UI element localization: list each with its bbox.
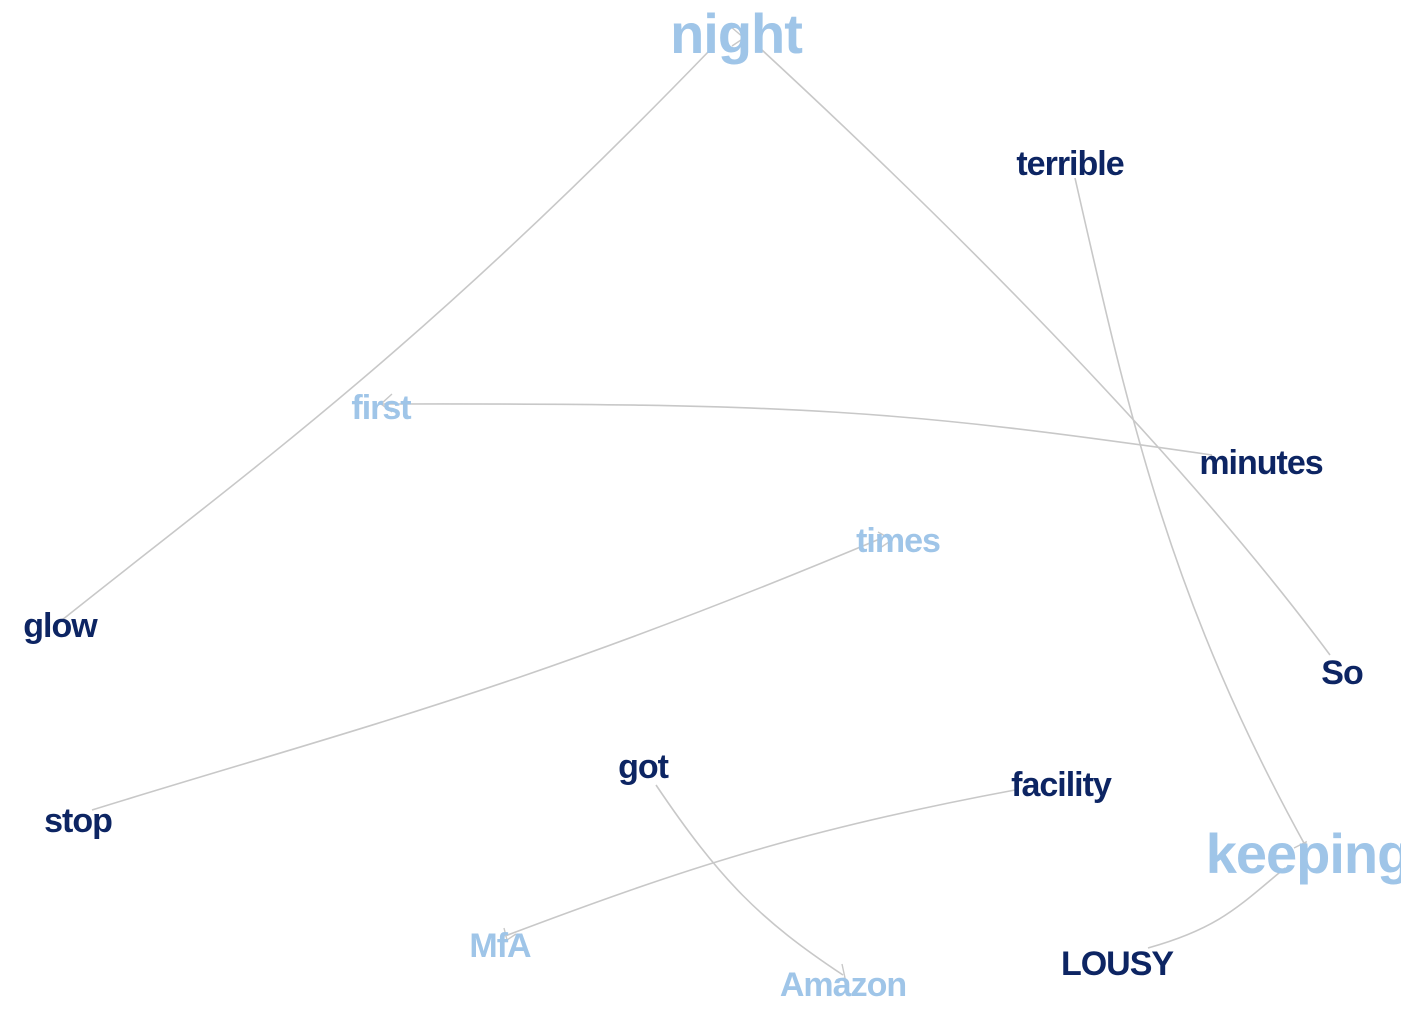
edge-so-night [761, 49, 1331, 656]
arrowhead-amazon [835, 963, 846, 981]
arrowhead-night [729, 25, 746, 47]
word-keeping: keeping [1206, 822, 1401, 885]
word-first: first [351, 389, 411, 427]
word-glow: glow [23, 607, 98, 645]
word-facility: facility [1011, 766, 1112, 804]
edge-terrible-keeping [1074, 177, 1306, 846]
word-amazon: Amazon [780, 966, 906, 1004]
word-lousy: LOUSY [1061, 945, 1174, 983]
arrowhead-mfa [503, 927, 517, 942]
word-terrible: terrible [1016, 145, 1123, 183]
word-stop: stop [44, 802, 112, 840]
word-times: times [856, 522, 940, 560]
edge-facility-mfa [504, 789, 1016, 937]
edge-stop-times [91, 537, 883, 811]
edge-minutes-first [379, 403, 1213, 456]
word-minutes: minutes [1199, 444, 1322, 482]
words-layer: night terrible first minutes times glow … [23, 2, 1401, 1004]
edge-lousy-keeping [1147, 867, 1286, 949]
arrowhead-keeping [1293, 840, 1307, 857]
arrowhead-times [877, 531, 894, 549]
word-night: night [670, 2, 802, 65]
edge-got-amazon [655, 784, 844, 976]
arrowhead-first [379, 393, 393, 413]
word-got: got [618, 748, 669, 786]
word-mfa: MfA [469, 927, 531, 965]
word-so: So [1321, 654, 1363, 692]
edge-glow-night [61, 49, 711, 621]
edges-layer [61, 25, 1331, 981]
